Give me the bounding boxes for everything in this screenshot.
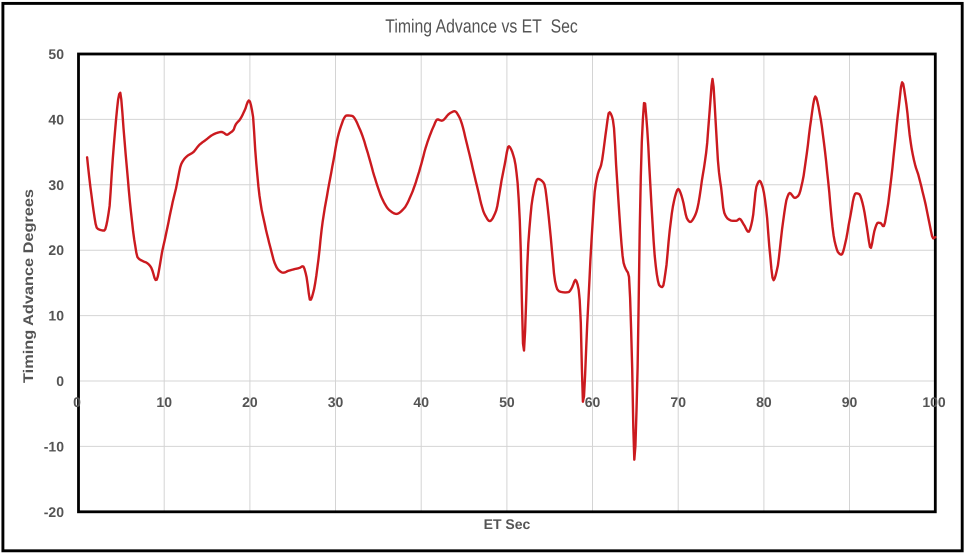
svg-text:100: 100 — [922, 394, 946, 410]
svg-text:50: 50 — [499, 394, 515, 410]
svg-text:30: 30 — [48, 177, 64, 193]
svg-text:40: 40 — [413, 394, 429, 410]
svg-text:30: 30 — [328, 394, 344, 410]
svg-text:60: 60 — [585, 394, 601, 410]
svg-text:70: 70 — [670, 394, 686, 410]
svg-text:20: 20 — [48, 242, 64, 258]
svg-text:10: 10 — [156, 394, 172, 410]
svg-text:0: 0 — [56, 373, 64, 389]
svg-text:0: 0 — [73, 394, 81, 410]
svg-text:80: 80 — [756, 394, 772, 410]
svg-text:-10: -10 — [44, 438, 64, 454]
svg-text:Timing Advance vs ET Sec: Timing Advance vs ET Sec — [385, 16, 578, 37]
svg-text:40: 40 — [48, 111, 64, 127]
svg-text:ET Sec: ET Sec — [484, 516, 531, 532]
svg-text:-20: -20 — [44, 504, 64, 520]
svg-text:10: 10 — [48, 308, 64, 324]
svg-text:Timing Advance Degrees: Timing Advance Degrees — [20, 189, 36, 383]
svg-text:50: 50 — [48, 46, 64, 62]
svg-text:90: 90 — [842, 394, 858, 410]
svg-text:20: 20 — [242, 394, 258, 410]
